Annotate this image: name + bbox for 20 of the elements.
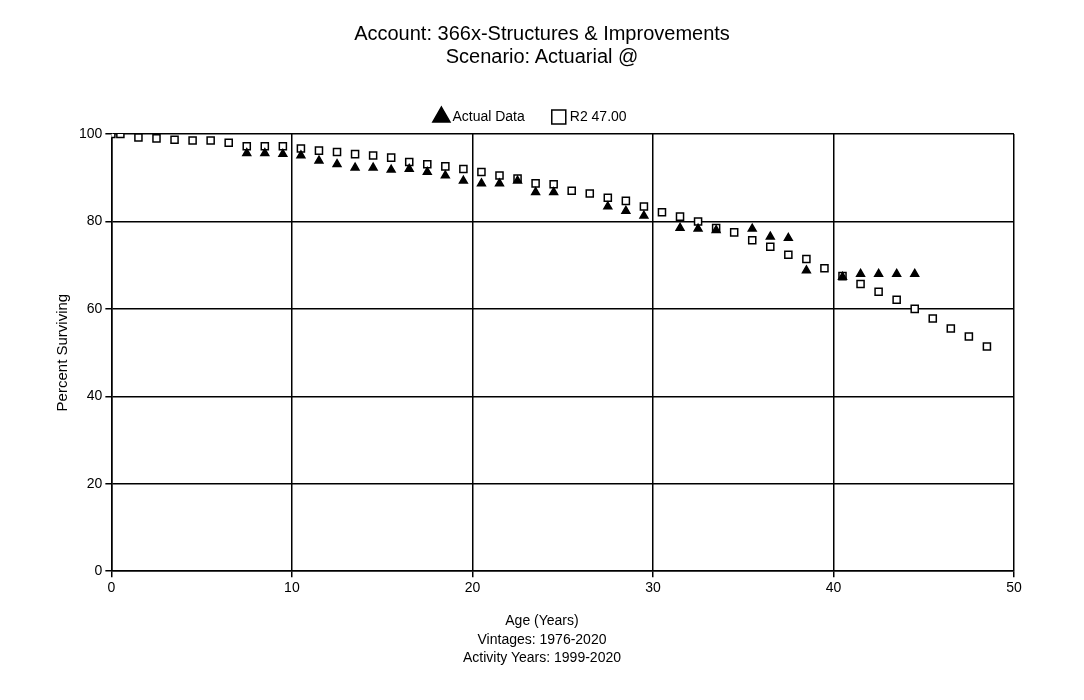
x-tick-label: 30: [645, 579, 661, 596]
y-axis-title: Percent Surviving: [53, 293, 71, 412]
x-tick-label: 10: [284, 579, 300, 596]
chart-title: Account: 366x-Structures & Improvements: [353, 21, 731, 45]
y-tick-label: 60: [86, 299, 103, 316]
text: Vintages: 1976-2020: [476, 630, 608, 648]
legend-label: Actual Data: [452, 107, 525, 124]
chart-subtitle: Scenario: Actuarial @: [444, 45, 640, 68]
x-tick-label: 20: [464, 579, 481, 596]
y-tick-label: 80: [86, 212, 103, 229]
x-tick-label: 0: [107, 579, 116, 596]
x-tick-label: 40: [825, 579, 842, 596]
legend-label: R2 47.00: [569, 107, 627, 124]
text: Activity Years: 1999-2020: [462, 648, 622, 666]
y-tick-label: 100: [79, 124, 103, 141]
x-axis-title: Age (Years): [504, 612, 580, 628]
y-tick-label: 40: [86, 387, 103, 404]
y-tick-label: 0: [94, 562, 103, 579]
y-tick-label: 20: [86, 474, 103, 491]
x-tick-label: 50: [1006, 579, 1022, 596]
